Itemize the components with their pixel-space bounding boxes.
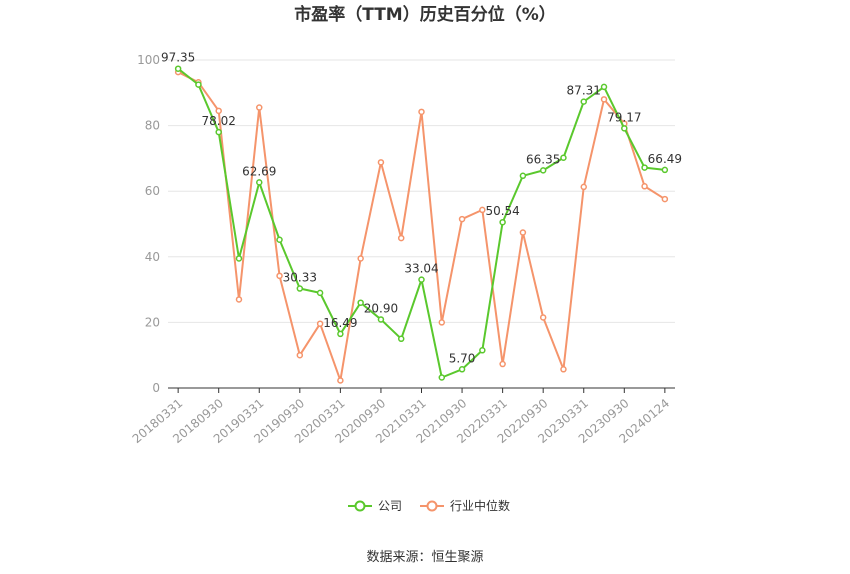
data-label: 33.04	[404, 262, 438, 276]
legend: 公司 行业中位数	[348, 498, 510, 513]
data-point	[641, 183, 648, 190]
y-tick-label: 100	[137, 53, 160, 67]
data-label: 16.49	[323, 316, 357, 330]
y-tick-label: 80	[145, 119, 160, 133]
data-point	[600, 96, 608, 103]
data-point	[621, 125, 628, 132]
y-tick-label: 20	[145, 315, 160, 329]
legend-marker	[354, 500, 366, 512]
data-label: 66.49	[648, 152, 682, 166]
y-tick-label: 40	[145, 250, 160, 264]
data-label: 66.35	[526, 152, 560, 166]
x-axis: 2018033120180930201903312019093020200331…	[130, 387, 675, 446]
data-point	[499, 218, 506, 226]
data-point	[539, 314, 547, 321]
data-point	[357, 255, 364, 262]
data-point	[256, 104, 263, 111]
data-point	[458, 215, 466, 223]
data-label: 30.33	[283, 271, 317, 285]
data-label: 50.54	[485, 204, 519, 218]
data-point	[580, 98, 587, 105]
y-tick-label: 0	[152, 381, 160, 395]
data-label: 5.70	[449, 351, 476, 365]
data-point	[479, 347, 486, 354]
data-point	[560, 154, 567, 161]
data-point	[215, 107, 222, 115]
data-point	[316, 289, 324, 297]
data-label: 97.35	[161, 51, 195, 65]
legend-label: 行业中位数	[450, 498, 510, 513]
y-axis: 0 20 40 60 80 100	[137, 53, 160, 395]
data-point	[377, 159, 385, 166]
data-point	[438, 374, 446, 381]
data-point	[499, 360, 506, 368]
data-point	[235, 296, 243, 303]
data-point	[256, 179, 263, 186]
data-labels: 97.35 78.02 62.69 30.33 16.49 20.90 33.04 5.70 5…	[161, 51, 682, 366]
data-point	[580, 183, 587, 191]
data-point	[357, 299, 364, 306]
data-point	[418, 108, 425, 116]
data-point	[195, 81, 202, 88]
data-point	[397, 234, 405, 242]
data-point	[316, 320, 324, 327]
legend-label: 公司	[378, 499, 402, 513]
data-label: 79.17	[607, 110, 641, 124]
data-point	[661, 166, 669, 174]
data-point	[337, 377, 344, 384]
data-point	[235, 255, 243, 262]
data-point	[519, 172, 527, 180]
data-point	[479, 206, 486, 214]
data-point	[418, 276, 425, 283]
data-source: 数据来源：恒生聚源	[366, 550, 483, 565]
data-label: 20.90	[364, 301, 398, 315]
data-point	[397, 335, 405, 343]
data-point	[337, 330, 344, 338]
data-label: 87.31	[567, 84, 601, 98]
data-point	[276, 272, 283, 280]
legend-marker	[426, 500, 438, 512]
data-point	[174, 65, 182, 72]
grid-lines	[168, 59, 675, 323]
data-point	[560, 366, 567, 373]
data-point	[296, 351, 304, 359]
data-point	[458, 366, 466, 373]
series-line-1	[177, 71, 666, 382]
data-point	[438, 319, 446, 326]
data-point	[276, 236, 283, 243]
series-layer	[174, 65, 669, 384]
y-tick-label: 60	[145, 184, 160, 198]
data-point	[519, 229, 527, 236]
data-point	[377, 316, 385, 323]
chart-title: 市盈率（TTM）历史百分位（%）	[294, 4, 556, 25]
data-point	[641, 164, 648, 171]
data-label: 78.02	[202, 114, 236, 128]
data-point	[539, 167, 547, 174]
data-label: 62.69	[242, 164, 276, 178]
data-point	[215, 128, 222, 136]
data-point	[661, 195, 669, 203]
data-point	[600, 83, 608, 91]
data-point	[296, 285, 304, 292]
